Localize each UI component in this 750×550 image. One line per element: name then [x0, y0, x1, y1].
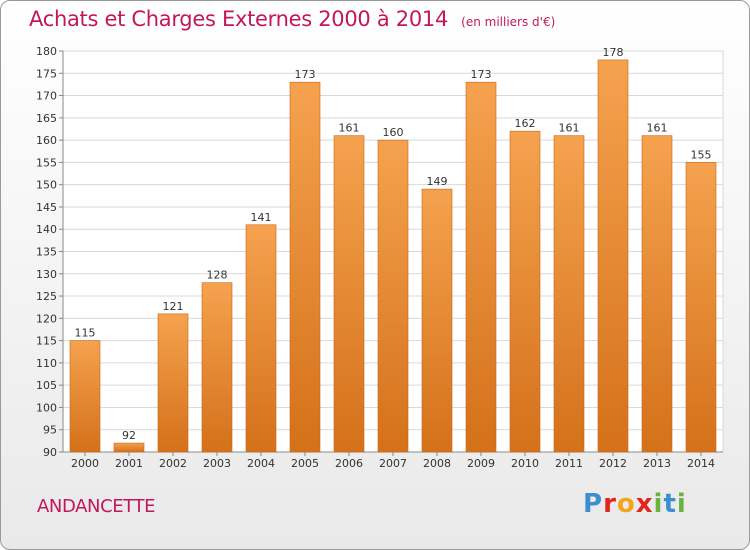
bar-2007 [377, 139, 409, 453]
x-tick-label: 2006 [335, 457, 363, 470]
y-tick-label: 110 [36, 357, 57, 370]
x-tick-label: 2002 [159, 457, 187, 470]
bar-2001 [113, 442, 145, 453]
y-tick-label: 150 [36, 179, 57, 192]
bar-value-label: 149 [427, 175, 448, 188]
x-tick-label: 2011 [555, 457, 583, 470]
y-tick-label: 105 [36, 379, 57, 392]
bar-value-label: 178 [603, 46, 624, 59]
bar-value-label: 173 [295, 68, 316, 81]
bar-2004 [245, 224, 277, 453]
x-tick-label: 2003 [203, 457, 231, 470]
x-tick-label: 2001 [115, 457, 143, 470]
bar-2002 [157, 313, 189, 453]
bar-value-label: 155 [691, 148, 712, 161]
y-tick-label: 180 [36, 45, 57, 58]
bar-value-label: 128 [207, 269, 228, 282]
bar-value-label: 115 [75, 327, 96, 340]
bar-value-label: 160 [383, 126, 404, 139]
y-tick-label: 145 [36, 201, 57, 214]
bar-2006 [333, 135, 365, 453]
bar-value-label: 141 [251, 211, 272, 224]
x-tick-label: 2014 [687, 457, 715, 470]
y-tick-label: 95 [43, 424, 57, 437]
x-tick-label: 2010 [511, 457, 539, 470]
bar-2000 [69, 340, 101, 453]
y-tick-label: 135 [36, 246, 57, 259]
x-tick-label: 2004 [247, 457, 275, 470]
x-tick-label: 2012 [599, 457, 627, 470]
bar-2012 [597, 59, 629, 453]
y-tick-label: 115 [36, 335, 57, 348]
x-tick-label: 2005 [291, 457, 319, 470]
bar-value-label: 92 [122, 429, 136, 442]
y-tick-label: 165 [36, 112, 57, 125]
y-tick-label: 130 [36, 268, 57, 281]
bar-value-label: 162 [515, 117, 536, 130]
y-tick-label: 155 [36, 156, 57, 169]
x-tick-label: 2000 [71, 457, 99, 470]
location-name: ANDANCETTE [37, 496, 156, 517]
bar-2013 [641, 135, 673, 453]
y-tick-label: 90 [43, 446, 57, 459]
bar-2008 [421, 188, 453, 453]
y-tick-label: 120 [36, 312, 57, 325]
bar-2003 [201, 282, 233, 453]
bar-value-label: 161 [647, 122, 668, 135]
x-tick-label: 2013 [643, 457, 671, 470]
bar-2010 [509, 130, 541, 453]
proxiti-logo: Proxiti [583, 489, 687, 519]
y-tick-label: 100 [36, 401, 57, 414]
bar-value-label: 121 [163, 300, 184, 313]
bar-2014 [685, 162, 717, 453]
title-text: Achats et Charges Externes 2000 à 2014 [29, 7, 449, 31]
y-tick-label: 140 [36, 223, 57, 236]
bar-2011 [553, 135, 585, 453]
y-tick-label: 170 [36, 90, 57, 103]
x-tick-label: 2007 [379, 457, 407, 470]
y-tick-label: 175 [36, 67, 57, 80]
bar-value-label: 173 [471, 68, 492, 81]
bar-2009 [465, 81, 497, 453]
bar-2005 [289, 81, 321, 453]
x-tick-label: 2008 [423, 457, 451, 470]
chart-title: Achats et Charges Externes 2000 à 2014 (… [29, 7, 555, 31]
bar-value-label: 161 [339, 122, 360, 135]
y-tick-label: 125 [36, 290, 57, 303]
x-tick-label: 2009 [467, 457, 495, 470]
bar-value-label: 161 [559, 122, 580, 135]
y-tick-label: 160 [36, 134, 57, 147]
unit-text: (en milliers d'€) [461, 15, 556, 29]
